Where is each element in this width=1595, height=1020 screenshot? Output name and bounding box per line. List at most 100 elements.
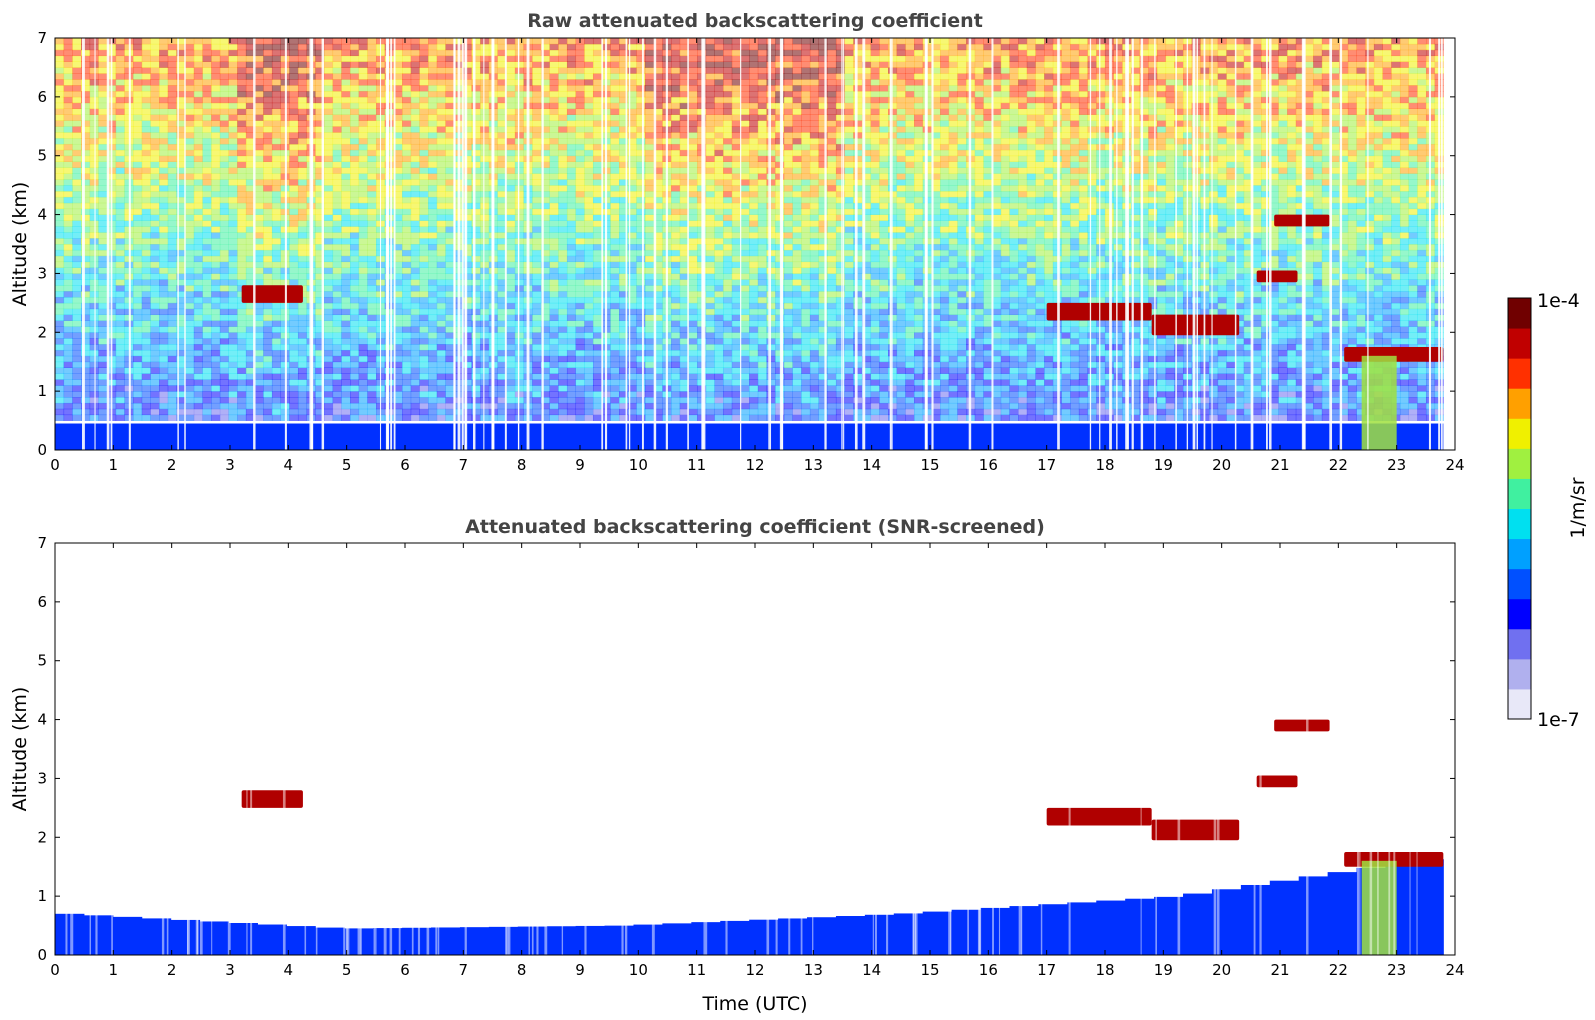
noise-cell bbox=[185, 161, 195, 168]
noise-cell bbox=[566, 96, 577, 104]
noise-cell bbox=[237, 332, 247, 339]
noise-cell bbox=[558, 43, 568, 51]
noise-cell bbox=[592, 338, 603, 345]
noise-cell bbox=[619, 73, 629, 80]
noise-cell bbox=[271, 214, 282, 221]
noise-cell bbox=[63, 132, 73, 139]
noise-cell bbox=[645, 244, 655, 251]
noise-cell bbox=[263, 132, 273, 139]
noise-cell bbox=[332, 120, 342, 127]
noise-cell bbox=[428, 214, 438, 221]
noise-cell bbox=[610, 302, 620, 310]
noise-cell bbox=[436, 120, 446, 127]
noise-cell bbox=[358, 185, 368, 192]
noise-cell bbox=[436, 167, 446, 174]
noise-cell bbox=[245, 143, 255, 151]
noise-cell bbox=[445, 326, 455, 333]
noise-cell bbox=[705, 143, 715, 151]
noise-cell bbox=[211, 285, 221, 292]
noise-cell bbox=[297, 373, 308, 380]
noise-cell bbox=[688, 367, 698, 374]
noise-cell bbox=[271, 126, 282, 133]
noise-cell bbox=[419, 102, 429, 110]
noise-cell bbox=[193, 385, 203, 392]
noise-cell bbox=[289, 191, 299, 198]
noise-cell bbox=[141, 244, 151, 251]
noise-cell bbox=[245, 126, 255, 133]
noise-cell bbox=[72, 385, 82, 392]
noise-cell bbox=[575, 161, 585, 168]
noise-cell bbox=[688, 267, 698, 274]
noise-cell bbox=[402, 167, 412, 174]
noise-cell bbox=[297, 267, 308, 274]
noise-cell bbox=[332, 114, 342, 121]
noise-cell bbox=[653, 255, 663, 263]
noise-cell bbox=[297, 67, 308, 74]
noise-cell bbox=[81, 61, 91, 68]
noise-cell bbox=[627, 191, 637, 198]
noise-cell bbox=[428, 55, 438, 62]
noise-cell bbox=[436, 291, 446, 298]
noise-cell bbox=[115, 161, 125, 168]
noise-cell bbox=[714, 361, 724, 368]
noise-cell bbox=[350, 261, 360, 268]
noise-cell bbox=[506, 296, 516, 304]
noise-cell bbox=[332, 326, 342, 333]
noise-cell bbox=[237, 273, 247, 280]
noise-cell bbox=[627, 397, 637, 404]
noise-cell bbox=[636, 249, 646, 257]
noise-cell bbox=[245, 161, 255, 168]
noise-cell bbox=[358, 96, 368, 104]
noise-cell bbox=[619, 238, 629, 245]
noise-cell bbox=[115, 302, 125, 310]
noise-cell bbox=[480, 397, 490, 404]
noise-cell bbox=[584, 102, 594, 110]
noise-cell bbox=[159, 308, 169, 316]
noise-cell bbox=[167, 373, 177, 380]
noise-cell bbox=[133, 185, 143, 192]
noise-cell bbox=[497, 114, 507, 121]
noise-cell bbox=[315, 49, 325, 57]
noise-cell bbox=[219, 73, 229, 80]
noise-cell bbox=[202, 55, 212, 62]
noise-cell bbox=[497, 202, 507, 210]
noise-cell bbox=[211, 320, 221, 327]
noise-cell bbox=[254, 90, 264, 98]
noise-cell bbox=[341, 308, 351, 316]
noise-cell bbox=[289, 355, 299, 363]
noise-cell bbox=[63, 338, 73, 345]
noise-cell bbox=[592, 302, 603, 310]
noise-cell bbox=[228, 161, 238, 168]
noise-cell bbox=[714, 167, 724, 174]
noise-cell bbox=[350, 338, 360, 345]
noise-cell bbox=[619, 320, 629, 327]
noise-cell bbox=[558, 85, 568, 92]
noise-cell bbox=[323, 138, 334, 145]
noise-cell bbox=[228, 379, 238, 386]
noise-cell bbox=[410, 126, 420, 133]
noise-cell bbox=[315, 373, 325, 380]
noise-cell bbox=[540, 391, 550, 398]
noise-cell bbox=[81, 143, 91, 151]
noise-cell bbox=[81, 361, 91, 368]
noise-cell bbox=[688, 391, 698, 398]
noise-cell bbox=[506, 173, 516, 180]
noise-cell bbox=[263, 208, 273, 215]
noise-cell bbox=[671, 179, 681, 186]
noise-cell bbox=[532, 196, 542, 204]
noise-cell bbox=[410, 79, 420, 86]
noise-cell bbox=[237, 214, 247, 221]
noise-cell bbox=[350, 267, 360, 274]
noise-cell bbox=[610, 308, 620, 316]
noise-cell bbox=[341, 208, 351, 215]
noise-cell bbox=[211, 349, 221, 357]
noise-cell bbox=[636, 320, 646, 327]
noise-cell bbox=[63, 249, 73, 257]
noise-cell bbox=[211, 132, 221, 139]
noise-cell bbox=[584, 361, 594, 368]
noise-cell bbox=[645, 385, 655, 392]
noise-cell bbox=[384, 402, 394, 410]
noise-cell bbox=[627, 208, 637, 215]
noise-cell bbox=[81, 208, 91, 215]
noise-cell bbox=[367, 344, 377, 351]
